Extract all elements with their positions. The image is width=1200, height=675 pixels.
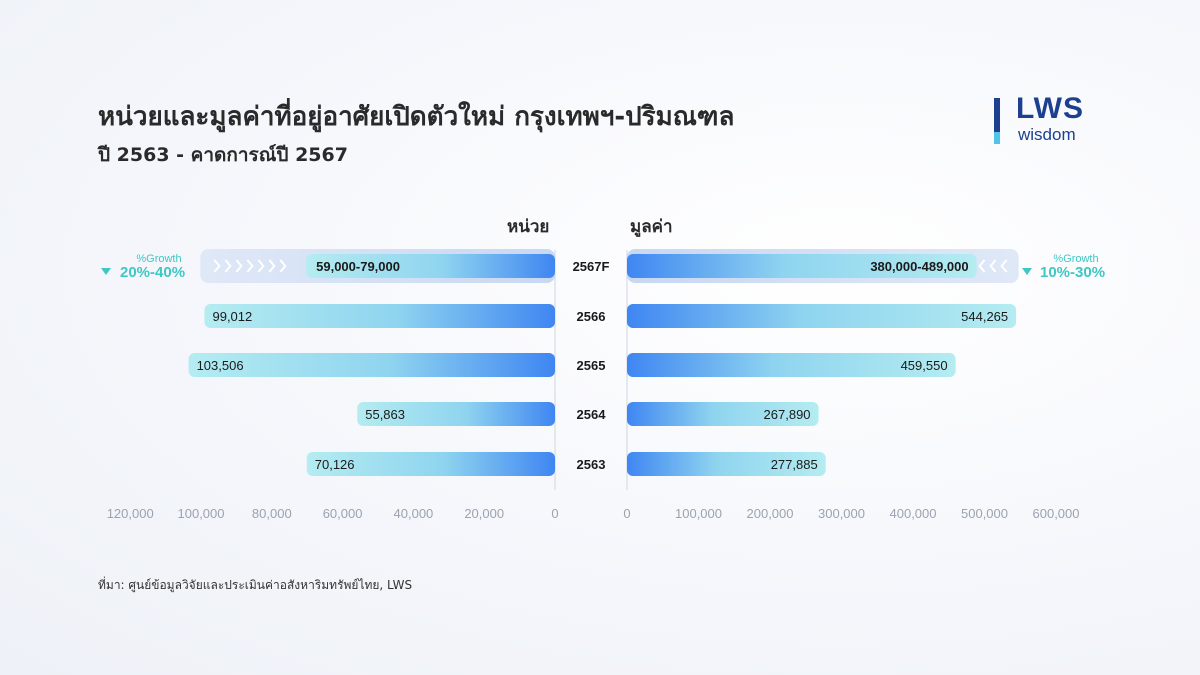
growth-label-left: %Growth <box>136 253 181 265</box>
year-label: 2567F <box>573 259 610 274</box>
tick-label-right: 0 <box>623 506 630 521</box>
bar-right <box>627 452 826 476</box>
value-label-right: 380,000-489,000 <box>870 259 968 274</box>
chevron-left-icon <box>1000 259 1008 273</box>
tick-label-left: 120,000 <box>107 506 154 521</box>
year-label: 2565 <box>577 358 606 373</box>
year-label: 2566 <box>577 309 606 324</box>
growth-label-right: %Growth <box>1053 253 1098 265</box>
chevron-left-icon <box>978 259 986 273</box>
growth-value-left: 20%-40% <box>120 264 185 281</box>
value-label-right: 544,265 <box>961 309 1008 324</box>
tick-label-right: 100,000 <box>675 506 722 521</box>
chevron-right-icon <box>235 259 243 273</box>
down-triangle-icon <box>1022 268 1032 275</box>
chevron-right-icon <box>257 259 265 273</box>
bar-left <box>204 304 556 328</box>
bar-left-forecast <box>306 254 555 278</box>
tick-label-left: 0 <box>551 506 558 521</box>
value-label-left: 103,506 <box>197 358 244 373</box>
tick-label-left: 20,000 <box>464 506 504 521</box>
tick-label-left: 80,000 <box>252 506 292 521</box>
tick-label-right: 500,000 <box>961 506 1008 521</box>
chart-subtitle: ปี 2563 - คาดการณ์ปี 2567 <box>98 144 348 166</box>
bar-right <box>627 304 1017 328</box>
logo-bar-icon <box>994 98 1000 144</box>
value-label-left: 99,012 <box>212 309 252 324</box>
right-column-header: มูลค่า <box>630 217 673 237</box>
value-label-left: 70,126 <box>315 457 355 472</box>
tick-label-left: 60,000 <box>323 506 363 521</box>
chevron-right-icon <box>246 259 254 273</box>
value-label-right: 267,890 <box>764 407 811 422</box>
chevron-right-icon <box>213 259 221 273</box>
year-label: 2563 <box>577 457 606 472</box>
tick-label-right: 600,000 <box>1033 506 1080 521</box>
year-label: 2564 <box>577 407 607 422</box>
source-note: ที่มา: ศูนย์ข้อมูลวิจัยและประเมินค่าอสัง… <box>98 578 413 592</box>
left-column-header: หน่วย <box>507 217 550 237</box>
chevron-right-icon <box>268 259 276 273</box>
value-label-left: 59,000-79,000 <box>316 259 400 274</box>
bar-right-forecast <box>627 254 977 278</box>
bar-left <box>357 402 555 426</box>
tick-label-right: 200,000 <box>747 506 794 521</box>
lws-logo: LWS wisdom <box>994 92 1114 148</box>
chevron-left-icon <box>989 259 997 273</box>
bar-right <box>627 402 819 426</box>
chart-title: หน่วยและมูลค่าที่อยู่อาศัยเปิดตัวใหม่ กร… <box>98 102 735 132</box>
chevron-right-icon <box>224 259 232 273</box>
bar-left <box>306 452 555 476</box>
tick-label-right: 300,000 <box>818 506 865 521</box>
value-label-right: 459,550 <box>901 358 948 373</box>
value-label-right: 277,885 <box>771 457 818 472</box>
growth-value-right: 10%-30% <box>1040 264 1105 281</box>
bar-right <box>627 353 956 377</box>
value-label-left: 55,863 <box>365 407 405 422</box>
tick-label-left: 100,000 <box>178 506 225 521</box>
bar-left <box>188 353 556 377</box>
tick-label-right: 400,000 <box>890 506 937 521</box>
logo-sub-text: wisdom <box>1018 125 1076 144</box>
tick-label-left: 40,000 <box>394 506 434 521</box>
logo-accent-icon <box>994 132 1000 144</box>
down-triangle-icon <box>101 268 111 275</box>
logo-main-text: LWS <box>1016 92 1084 125</box>
chevron-right-icon <box>279 259 287 273</box>
